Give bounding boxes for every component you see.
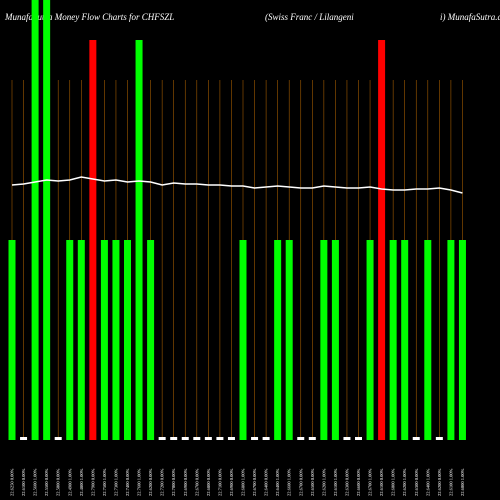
bar xyxy=(181,437,189,440)
x-tick-label: 22.7300 1.00% xyxy=(113,468,118,496)
x-tick-label: 22.6250 0.00% xyxy=(10,468,15,496)
bar xyxy=(66,240,74,440)
x-tick-label: 22.6100 0.00% xyxy=(21,468,26,496)
x-tick-label: 22.6400 1.00% xyxy=(425,468,430,496)
x-tick-label: 22.6700 0.00% xyxy=(194,468,199,496)
x-tick-label: 22.6800 1.00% xyxy=(241,468,246,496)
x-tick-label: 22.6000 1.00% xyxy=(391,468,396,496)
bar xyxy=(20,437,28,440)
bar xyxy=(343,437,351,440)
bar xyxy=(170,437,178,440)
bar xyxy=(389,240,397,440)
bar xyxy=(308,437,316,440)
bar xyxy=(435,437,443,440)
bar xyxy=(158,437,166,440)
bar xyxy=(193,437,201,440)
source: i) MunafaSutra.com xyxy=(440,12,500,22)
bar xyxy=(401,240,409,440)
x-tick-label: 22.6100 1.00% xyxy=(333,468,338,496)
x-tick-label: 22.6400 1.00% xyxy=(275,468,280,496)
bar xyxy=(239,240,247,440)
bar xyxy=(412,437,420,440)
bar xyxy=(355,437,362,440)
bar xyxy=(320,240,328,440)
bar xyxy=(378,40,386,440)
bar xyxy=(216,437,224,440)
bar xyxy=(54,437,62,440)
x-tick-label: 22.6100 0.00% xyxy=(379,468,384,496)
x-tick-label: 22.6300 0.00% xyxy=(344,468,349,496)
bar xyxy=(89,40,97,440)
x-tick-label: 22.6800 0.00% xyxy=(206,468,211,496)
x-tick-label: 22.4900 1.00% xyxy=(67,468,72,496)
bar xyxy=(124,240,131,440)
bar xyxy=(147,240,155,440)
x-tick-label: 22.6200 0.00% xyxy=(437,468,442,496)
bar xyxy=(458,240,466,440)
bar xyxy=(31,0,39,440)
bar xyxy=(8,240,16,440)
chart-subtitle: (Swiss Franc / Lilangeni xyxy=(265,12,354,22)
bar xyxy=(77,240,85,440)
x-tick-label: 22.7000 0.00% xyxy=(171,468,176,496)
bar xyxy=(274,240,282,440)
bar xyxy=(43,0,51,440)
bar xyxy=(227,437,235,440)
bar xyxy=(135,40,143,440)
x-tick-label: 22.6600 1.00% xyxy=(287,468,292,496)
x-tick-label: 22.7200 0.00% xyxy=(160,468,165,496)
x-tick-label: 22.6400 0.00% xyxy=(264,468,269,496)
bar xyxy=(251,437,259,440)
money-flow-line xyxy=(11,176,463,194)
x-tick-label: 22.7500 1.00% xyxy=(102,468,107,496)
x-tick-label: 22.6900 0.00% xyxy=(229,468,234,496)
bar xyxy=(447,240,455,440)
bar xyxy=(424,240,432,440)
bar xyxy=(204,437,212,440)
chart-title: MunafaSutra Money Flow Charts for CHFSZL xyxy=(4,12,174,22)
x-tick-label: 22.6700 1.00% xyxy=(368,468,373,496)
x-tick-label: 22.6500 0.00% xyxy=(310,468,315,496)
x-tick-label: 22.6700 0.00% xyxy=(298,468,303,496)
bar xyxy=(262,437,270,440)
x-tick-label: 22.5600 1.00% xyxy=(33,468,38,496)
x-tick-label: 22.5500 0.00% xyxy=(44,468,49,496)
x-tick-label: 22.6200 1.00% xyxy=(402,468,407,496)
x-tick-label: 22.6300 0.00% xyxy=(414,468,419,496)
x-tick-label: 22.7400 0.00% xyxy=(125,468,130,496)
x-tick-label: 22.7900 0.00% xyxy=(90,468,95,496)
bar xyxy=(297,437,305,440)
x-tick-label: 22.6000 1.00% xyxy=(460,468,465,496)
x-tick-label: 22.6200 1.00% xyxy=(321,468,326,496)
bar xyxy=(331,240,339,440)
x-tick-label: 22.6100 1.00% xyxy=(448,468,453,496)
x-tick-label: 22.7100 0.00% xyxy=(217,468,222,496)
x-tick-label: 22.7600 1.00% xyxy=(137,468,142,496)
x-tick-label: 22.4800 1.00% xyxy=(79,468,84,496)
x-tick-label: 22.6200 0.00% xyxy=(148,468,153,496)
x-tick-label: 22.5000 0.00% xyxy=(56,468,61,496)
x-tick-label: 22.6700 0.00% xyxy=(252,468,257,496)
bar xyxy=(112,240,120,440)
bar xyxy=(100,240,108,440)
bar xyxy=(366,240,374,440)
bar xyxy=(285,240,293,440)
x-tick-label: 22.6900 0.00% xyxy=(183,468,188,496)
x-tick-label: 22.6600 0.00% xyxy=(356,468,361,496)
